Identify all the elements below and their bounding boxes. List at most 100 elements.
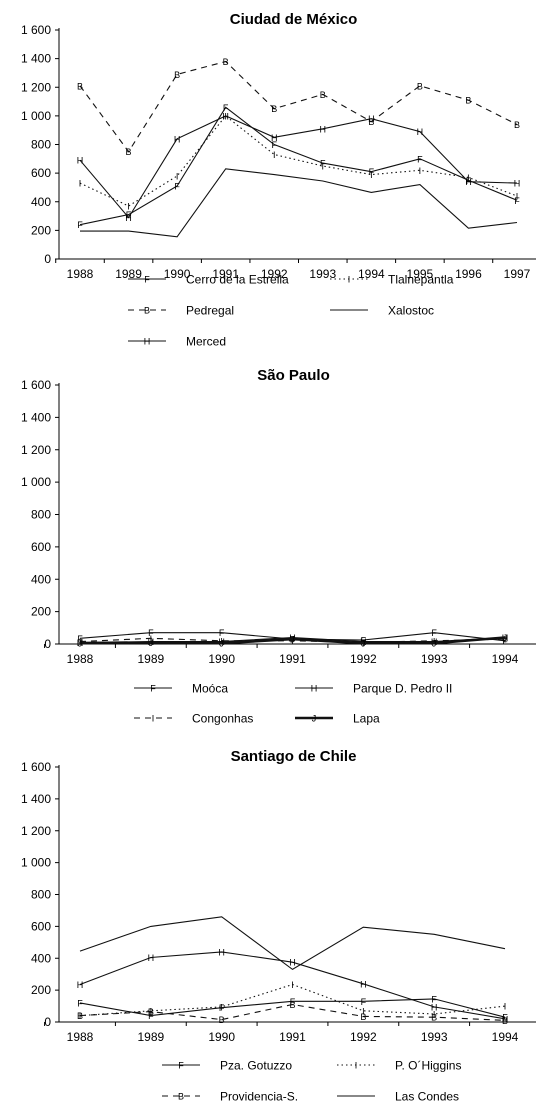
data-point: I	[433, 1010, 436, 1020]
y-tick-label: 0	[44, 1015, 51, 1029]
data-point: J	[290, 635, 295, 645]
legend-marker: F	[150, 684, 156, 694]
data-point: H	[320, 124, 327, 134]
data-point: H	[417, 127, 424, 137]
data-point: B	[417, 81, 423, 91]
x-tick-label: 1992	[350, 652, 377, 666]
legend-marker: I	[348, 275, 351, 285]
x-tick-label: 1996	[455, 267, 482, 281]
y-tick-label: 600	[31, 919, 51, 933]
data-point: F	[174, 182, 180, 192]
data-point: H	[125, 213, 132, 223]
y-tick-label: 400	[31, 572, 51, 586]
data-point: F	[77, 220, 83, 230]
x-tick-label: 1991	[279, 1030, 306, 1044]
x-tick-label: 1991	[279, 652, 306, 666]
legend-label: Providencia-S.	[220, 1090, 298, 1104]
x-tick-label: 1993	[421, 1030, 448, 1044]
legend-item: J Lapa	[295, 712, 380, 726]
y-tick-label: 800	[31, 888, 51, 902]
chart-panel: São Paulo 0 200 400 600 800 1 000 1 200 1 400 1 6…	[21, 367, 536, 726]
data-point: F	[502, 1013, 508, 1023]
x-tick-label: 1988	[67, 267, 94, 281]
chart-title: São Paulo	[257, 367, 330, 384]
data-point: I	[273, 150, 276, 160]
data-point: F	[369, 167, 375, 177]
y-tick-label: 200	[31, 983, 51, 997]
legend-marker: B	[144, 306, 150, 316]
y-tick-label: 1 000	[21, 475, 51, 489]
data-point: J	[149, 638, 154, 648]
x-tick-label: 1991	[212, 267, 239, 281]
series: F F F F F F F F F F	[77, 103, 520, 230]
data-point: I	[79, 179, 82, 189]
data-point: I	[291, 636, 294, 646]
data-point: I	[220, 1002, 223, 1012]
data-point: H	[514, 179, 521, 189]
legend-label: Moóca	[192, 682, 228, 696]
series-line	[79, 637, 506, 643]
legend-label: Las Condes	[395, 1090, 459, 1104]
legend-label: Xalostoc	[388, 304, 434, 318]
y-tick-label: 800	[31, 138, 51, 152]
data-point: I	[467, 173, 470, 183]
chart-title: Ciudad de México	[230, 11, 358, 28]
x-tick-label: 1989	[137, 1030, 164, 1044]
legend-item: I Congonhas	[134, 712, 253, 726]
data-point: I	[150, 634, 153, 644]
legend-marker: B	[178, 1092, 184, 1102]
series-line	[80, 168, 518, 238]
data-point: F	[431, 994, 437, 1004]
series-line	[79, 115, 518, 207]
data-point: I	[176, 171, 179, 181]
series-line	[79, 60, 518, 153]
series-line	[79, 951, 506, 1020]
legend-item: F Moóca	[134, 682, 228, 696]
chart-panel: Ciudad de México 0 200 400 600 800 1 000 1 200 1…	[21, 11, 536, 349]
data-point: I	[419, 166, 422, 176]
data-point: F	[290, 997, 296, 1007]
data-point: I	[516, 192, 519, 202]
data-point: B	[126, 147, 132, 157]
data-point: F	[219, 1003, 225, 1013]
y-tick-label: 0	[44, 252, 51, 266]
data-point: I	[504, 1002, 507, 1012]
series: F F F F F F F	[77, 994, 508, 1022]
data-point: I	[433, 636, 436, 646]
series-line	[79, 983, 506, 1017]
data-point: J	[503, 633, 508, 643]
series-line	[79, 1003, 506, 1021]
legend-item: H Parque D. Pedro II	[295, 682, 452, 696]
y-tick-label: 1 000	[21, 109, 51, 123]
data-point: J	[219, 639, 224, 649]
data-point: B	[465, 96, 471, 106]
data-point: H	[502, 1014, 509, 1024]
data-point: H	[148, 953, 155, 963]
y-tick-label: 1 000	[21, 856, 51, 870]
data-point: H	[465, 177, 472, 187]
series	[80, 168, 518, 238]
data-point: F	[431, 628, 437, 638]
data-point: I	[504, 635, 507, 645]
y-tick-label: 0	[44, 637, 51, 651]
series-line	[79, 998, 506, 1018]
legend-label: Congonhas	[192, 712, 253, 726]
series-line	[79, 916, 506, 971]
data-point: J	[361, 639, 366, 649]
data-point: H	[431, 1002, 438, 1012]
legend-item: I P. O´Higgins	[337, 1059, 461, 1073]
x-tick-label: 1990	[164, 267, 191, 281]
data-point: B	[320, 90, 326, 100]
legend-label: Cerro de la Estrella	[186, 273, 289, 287]
data-point: I	[291, 980, 294, 990]
y-tick-label: 200	[31, 605, 51, 619]
data-point: B	[360, 1012, 366, 1022]
y-tick-label: 1 200	[21, 443, 51, 457]
legend-item: I Tlalnepantla	[330, 273, 454, 287]
data-point: B	[219, 1015, 225, 1025]
data-point: B	[223, 57, 229, 67]
data-point: I	[362, 1006, 365, 1016]
legend-item: Las Condes	[337, 1090, 459, 1104]
legend-label: Lapa	[353, 712, 380, 726]
